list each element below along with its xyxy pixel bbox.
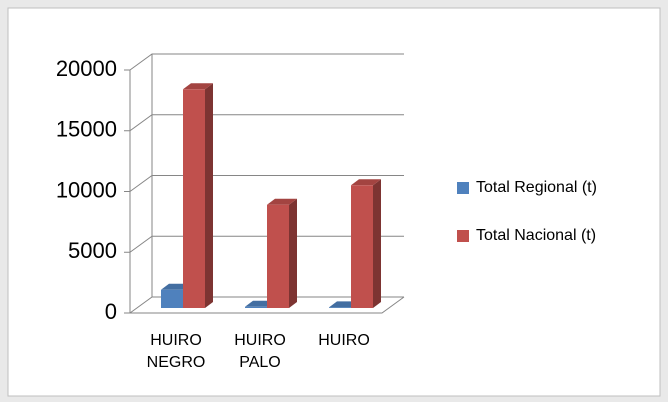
legend-label: Total Nacional (t) <box>476 227 596 244</box>
grid-line <box>129 175 404 192</box>
bar-top <box>351 179 381 186</box>
grid-line <box>129 53 404 71</box>
bar-top <box>183 83 213 90</box>
bar <box>183 83 213 308</box>
x-tick-label: HUIRO <box>318 332 370 349</box>
bar-front <box>329 307 351 308</box>
legend-label: Total Regional (t) <box>476 179 597 196</box>
y-tick-label: 15000 <box>56 117 117 142</box>
x-tick-label: HUIRO PALO <box>234 332 286 371</box>
legend-swatch <box>457 182 469 194</box>
bar <box>351 179 381 308</box>
bar-front <box>183 89 205 308</box>
chart-area <box>7 7 661 397</box>
x-tick-label: HUIRO NEGRO <box>146 332 206 371</box>
bar-front <box>161 289 183 308</box>
grid-line <box>129 235 404 253</box>
bar <box>267 198 297 308</box>
y-tick-label: 0 <box>105 299 117 324</box>
y-tick-label: 5000 <box>68 238 117 263</box>
bar-front <box>267 204 289 308</box>
bar-top <box>267 198 297 205</box>
grid-line <box>129 114 404 132</box>
bar-front <box>245 306 267 308</box>
bar-side <box>373 179 381 308</box>
bar-front <box>351 185 373 308</box>
bar-side <box>205 83 213 308</box>
bar-side <box>289 198 297 308</box>
grid-line <box>129 296 404 314</box>
floor-line <box>130 296 405 314</box>
legend-swatch <box>457 230 469 242</box>
y-tick-label: 10000 <box>56 177 117 202</box>
y-tick-label: 20000 <box>56 56 117 81</box>
